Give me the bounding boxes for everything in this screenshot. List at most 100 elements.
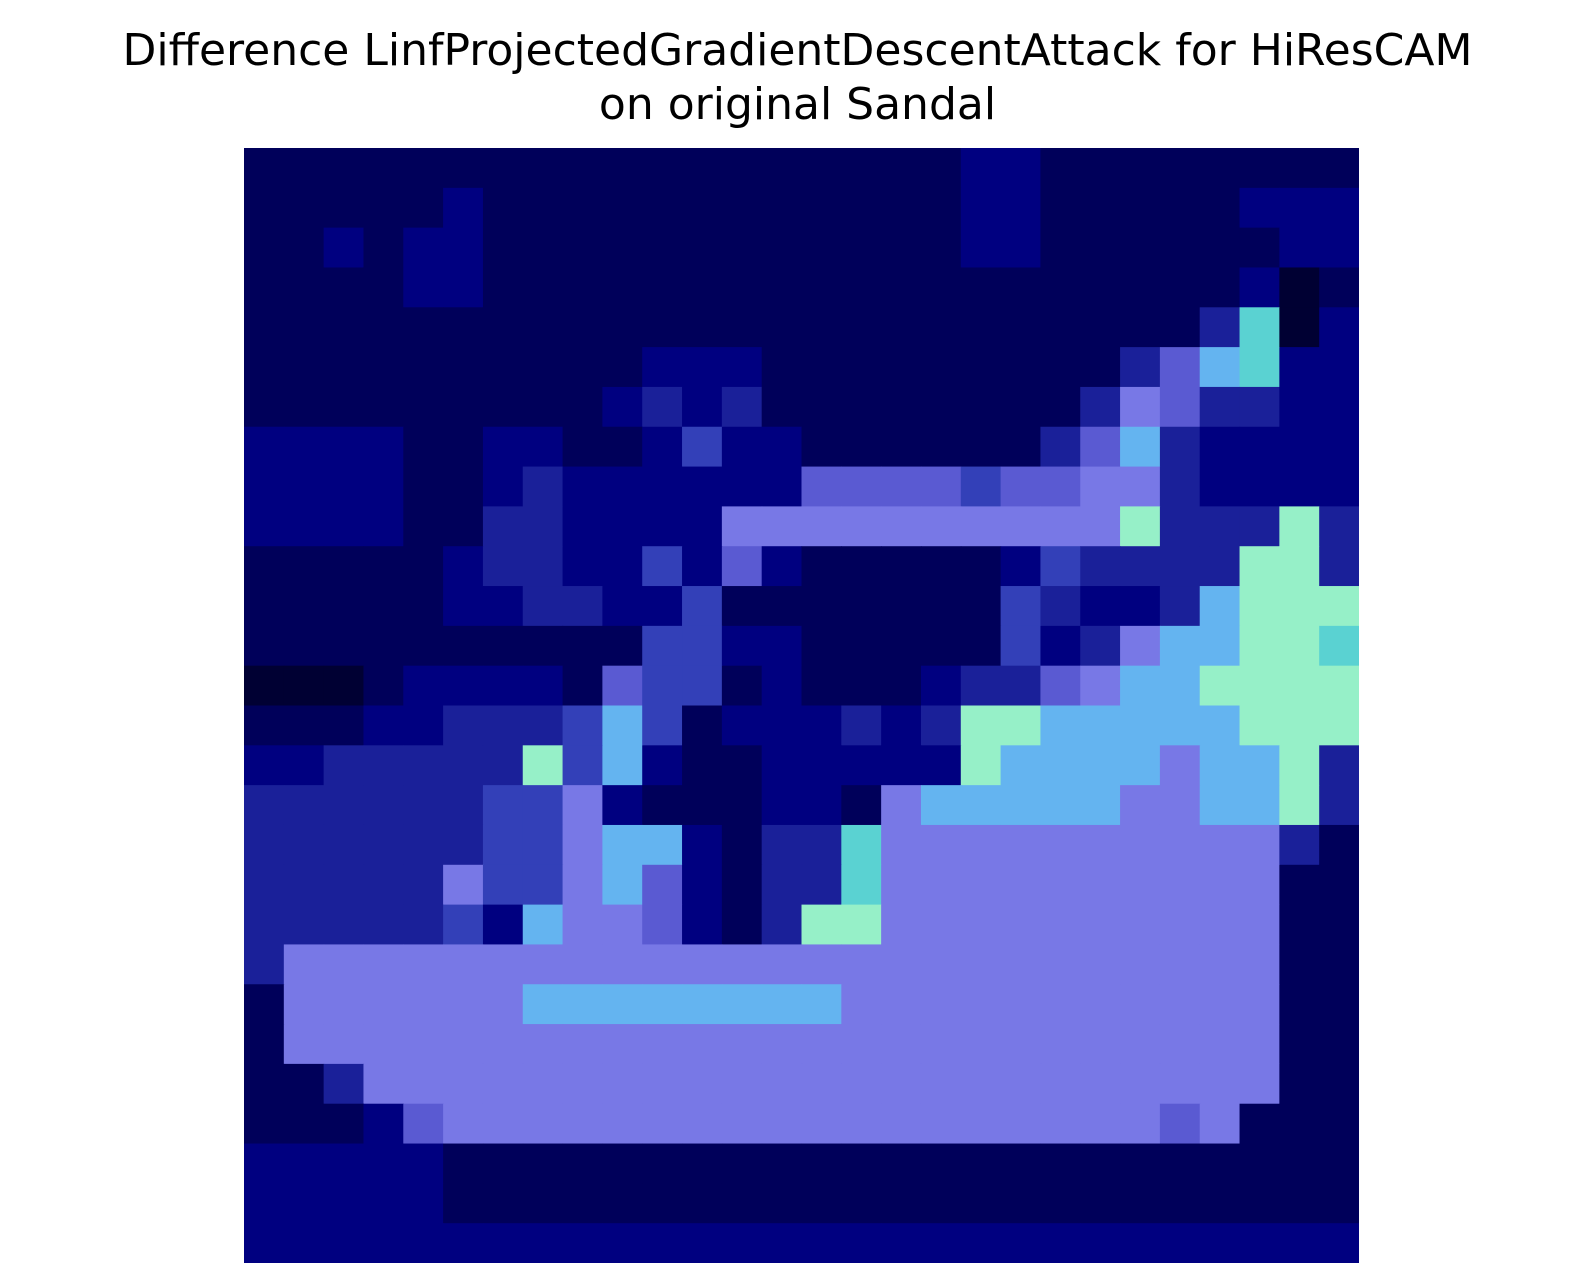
- heatmap-cell: [403, 1024, 444, 1065]
- heatmap-cell: [323, 785, 365, 826]
- heatmap-cell: [881, 347, 922, 388]
- heatmap-cell: [761, 705, 803, 746]
- heatmap-cell: [881, 904, 922, 946]
- heatmap-cell: [801, 1063, 842, 1105]
- heatmap-cell: [1000, 1143, 1042, 1184]
- heatmap-cell: [482, 426, 524, 468]
- heatmap-cell: [1319, 1143, 1359, 1184]
- heatmap-cell: [1080, 148, 1121, 189]
- heatmap-cell: [721, 386, 763, 428]
- heatmap-cell: [323, 426, 365, 468]
- heatmap-cell: [721, 506, 763, 547]
- heatmap-cell: [920, 1223, 962, 1263]
- heatmap-cell: [642, 904, 683, 946]
- heatmap-cell: [761, 386, 803, 428]
- heatmap-cell: [403, 506, 444, 547]
- heatmap-cell: [761, 307, 803, 348]
- heatmap-cell: [602, 745, 643, 786]
- heatmap-cell: [761, 1143, 803, 1184]
- heatmap-cell: [682, 745, 723, 786]
- heatmap-cell: [1239, 944, 1280, 985]
- heatmap-cell: [920, 705, 962, 746]
- heatmap-cell: [403, 665, 444, 707]
- heatmap-cell: [1199, 1063, 1241, 1105]
- heatmap-cell: [841, 904, 882, 946]
- heatmap-cell: [1040, 1024, 1081, 1065]
- heatmap-cell: [1000, 267, 1042, 308]
- heatmap-cell: [721, 1063, 763, 1105]
- heatmap-cell: [1000, 785, 1042, 826]
- heatmap-cell: [1239, 1143, 1280, 1184]
- heatmap-cell: [1199, 546, 1241, 587]
- heatmap-cell: [801, 267, 842, 308]
- heatmap-cell: [761, 1103, 803, 1145]
- heatmap-cell: [482, 665, 524, 707]
- heatmap-cell: [1199, 625, 1241, 667]
- heatmap-cell: [403, 546, 444, 587]
- heatmap-cell: [1239, 187, 1280, 229]
- heatmap-cell: [642, 267, 683, 308]
- heatmap-cell: [562, 944, 603, 985]
- heatmap-cell: [1080, 904, 1121, 946]
- heatmap-cell: [682, 665, 723, 707]
- heatmap-cell: [1239, 1223, 1280, 1263]
- heatmap-cell: [960, 665, 1002, 707]
- heatmap-cell: [1080, 625, 1121, 667]
- heatmap-cell: [642, 1063, 683, 1105]
- heatmap-cell: [1159, 426, 1201, 468]
- heatmap-cell: [1159, 944, 1201, 985]
- heatmap-cell: [761, 187, 803, 229]
- heatmap-cell: [283, 1103, 325, 1145]
- heatmap-cell: [801, 426, 842, 468]
- heatmap-cell: [721, 824, 763, 866]
- heatmap-cell: [801, 187, 842, 229]
- heatmap-cell: [1040, 625, 1081, 667]
- heatmap-cell: [283, 864, 325, 906]
- heatmap-cell: [721, 148, 763, 189]
- heatmap-cell: [323, 506, 365, 547]
- heatmap-cell: [1000, 1223, 1042, 1263]
- heatmap-cell: [1159, 745, 1201, 786]
- heatmap-cell: [920, 1103, 962, 1145]
- heatmap-cell: [283, 785, 325, 826]
- heatmap-cell: [244, 904, 285, 946]
- heatmap-cell: [960, 785, 1002, 826]
- heatmap-cell: [761, 625, 803, 667]
- heatmap-cell: [522, 506, 564, 547]
- heatmap-cell: [721, 625, 763, 667]
- heatmap-cell: [1199, 904, 1241, 946]
- heatmap-cell: [244, 1024, 285, 1065]
- heatmap-cell: [562, 546, 603, 587]
- heatmap-cell: [761, 864, 803, 906]
- heatmap-cell: [482, 148, 524, 189]
- heatmap-cell: [443, 745, 484, 786]
- heatmap-cell: [323, 307, 365, 348]
- heatmap-cell: [482, 347, 524, 388]
- heatmap-cell: [1080, 506, 1121, 547]
- heatmap-cell: [602, 904, 643, 946]
- heatmap-cell: [721, 745, 763, 786]
- heatmap-cell: [1000, 426, 1042, 468]
- heatmap-cell: [562, 625, 603, 667]
- heatmap-cell: [562, 307, 603, 348]
- heatmap-cell: [1040, 1103, 1081, 1145]
- heatmap-cell: [1040, 1063, 1081, 1105]
- heatmap-cell: [443, 187, 484, 229]
- heatmap-cell: [682, 267, 723, 308]
- heatmap-cell: [522, 944, 564, 985]
- heatmap-cell: [1000, 1024, 1042, 1065]
- heatmap-cell: [1159, 785, 1201, 826]
- heatmap-cell: [283, 824, 325, 866]
- heatmap-cell: [801, 1103, 842, 1145]
- heatmap-cell: [682, 625, 723, 667]
- heatmap-cell: [881, 1024, 922, 1065]
- heatmap-cell: [841, 187, 882, 229]
- heatmap-cell: [363, 187, 404, 229]
- heatmap-cell: [642, 1143, 683, 1184]
- heatmap-cell: [841, 307, 882, 348]
- heatmap-cell: [642, 347, 683, 388]
- heatmap-cell: [682, 1223, 723, 1263]
- heatmap-cell: [1279, 625, 1320, 667]
- heatmap-cell: [1159, 307, 1201, 348]
- heatmap-cell: [1199, 824, 1241, 866]
